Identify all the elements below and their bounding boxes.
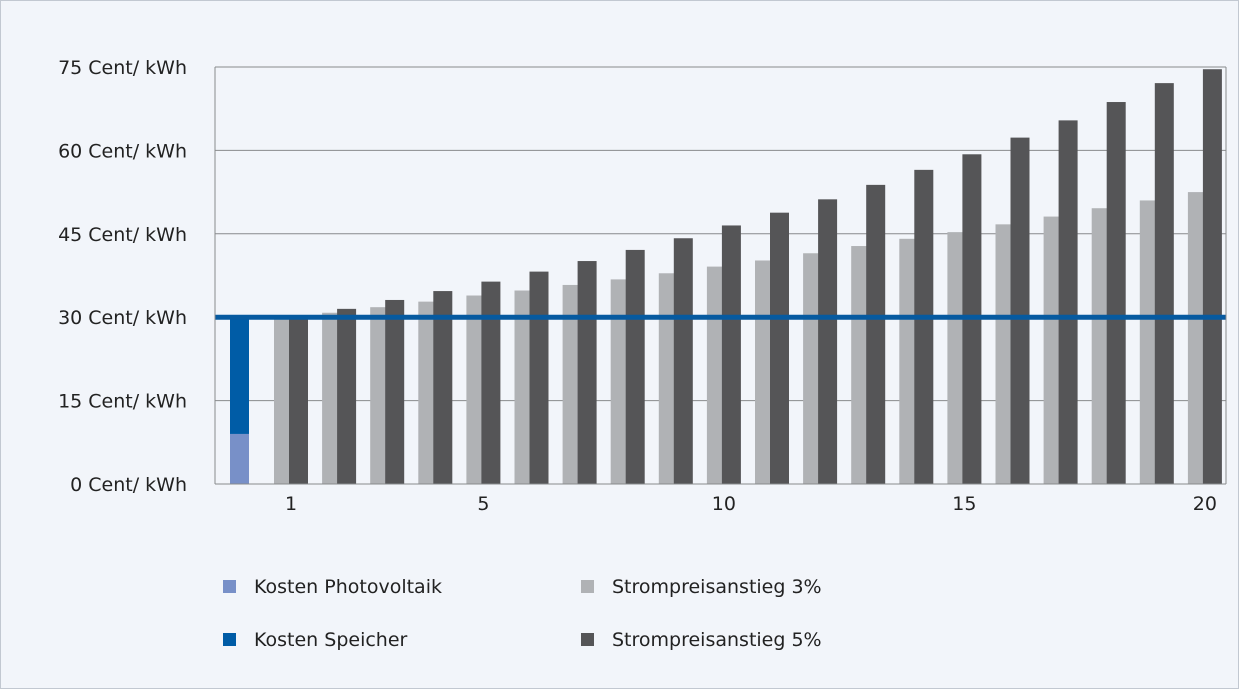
y-tick-label: 60 Cent/ kWh	[58, 140, 187, 162]
bar-strompreis-3-year-3	[370, 307, 390, 484]
legend-label: Kosten Photovoltaik	[254, 576, 442, 598]
y-tick-label: 0 Cent/ kWh	[70, 474, 187, 496]
bar-strompreis-3-year-16	[995, 224, 1015, 484]
bar-strompreis-3-year-15	[947, 232, 967, 484]
bar-strompreis-3-year-9	[658, 273, 678, 484]
bar-strompreis-5-year-8	[625, 249, 645, 484]
y-tick-label: 15 Cent/ kWh	[58, 391, 187, 413]
bar-strompreis-5-year-3	[385, 299, 405, 484]
legend-swatch	[223, 580, 236, 593]
legend: Kosten Photovoltaik Strompreisanstieg 3% K…	[223, 576, 822, 651]
x-tick-label: 10	[712, 493, 736, 515]
bar-strompreis-3-year-6	[514, 290, 534, 484]
bar-strompreis-3-year-8	[610, 279, 630, 484]
bar-strompreis-3-year-13	[851, 246, 871, 484]
bar-strompreis-5-year-2	[337, 308, 357, 484]
bar-strompreis-3-year-1	[274, 318, 293, 484]
y-tick-label: 75 Cent/ kWh	[58, 57, 187, 79]
bar-strompreis-5-year-12	[818, 199, 838, 484]
bar-strompreis-3-year-20	[1187, 192, 1207, 484]
bar-strompreis-5-year-17	[1058, 120, 1078, 484]
bar-strompreis-5-year-14	[914, 169, 934, 485]
bar-strompreis-5-year-5	[481, 281, 501, 484]
bar-strompreis-3-year-18	[1091, 208, 1111, 484]
x-tick-label: 20	[1193, 493, 1217, 515]
bar-strompreis-5-year-16	[1010, 137, 1030, 484]
bar-strompreis-3-year-10	[706, 266, 726, 484]
bar-strompreis-5-year-20	[1202, 69, 1222, 484]
y-axis-labels: 75 Cent/ kWh 60 Cent/ kWh 45 Cent/ kWh 30 C…	[58, 57, 187, 496]
bar-kosten-photovoltaik	[230, 433, 249, 484]
x-tick-label: 5	[477, 493, 489, 515]
bar-strompreis-3-year-4	[418, 301, 438, 484]
legend-swatch	[581, 580, 594, 593]
legend-label: Strompreisanstieg 5%	[612, 629, 822, 651]
bar-strompreis-3-year-19	[1139, 200, 1159, 484]
bar-strompreis-5-year-9	[673, 238, 693, 484]
axes	[214, 67, 1227, 485]
bar-kosten-speicher	[230, 317, 249, 434]
x-tick-label: 1	[285, 493, 297, 515]
x-tick-label: 15	[952, 493, 976, 515]
bar-strompreis-3-year-17	[1043, 216, 1063, 484]
bar-strompreis-5-year-4	[433, 291, 453, 484]
bar-strompreis-3-year-14	[899, 238, 919, 484]
bar-strompreis-5-year-19	[1154, 83, 1174, 485]
bar-strompreis-5-year-18	[1106, 102, 1126, 484]
bar-strompreis-3-year-5	[466, 295, 486, 484]
x-axis-labels: 1 5 10 15 20	[285, 493, 1217, 515]
bars	[230, 69, 1222, 485]
legend-swatch	[581, 633, 594, 646]
bar-strompreis-5-year-11	[770, 212, 789, 484]
bar-strompreis-5-year-7	[577, 261, 597, 484]
bar-strompreis-5-year-10	[721, 225, 741, 484]
bar-strompreis-5-year-6	[529, 271, 549, 484]
bar-strompreis-3-year-12	[803, 253, 823, 484]
bar-strompreis-5-year-13	[866, 184, 886, 484]
y-tick-label: 45 Cent/ kWh	[58, 224, 187, 246]
bar-strompreis-5-year-1	[289, 317, 308, 484]
bar-strompreis-3-year-2	[322, 312, 342, 484]
legend-label: Strompreisanstieg 3%	[612, 576, 822, 598]
y-tick-label: 30 Cent/ kWh	[58, 307, 187, 329]
legend-label: Kosten Speicher	[254, 629, 408, 651]
bar-strompreis-3-year-7	[562, 284, 582, 484]
legend-swatch	[223, 633, 236, 646]
